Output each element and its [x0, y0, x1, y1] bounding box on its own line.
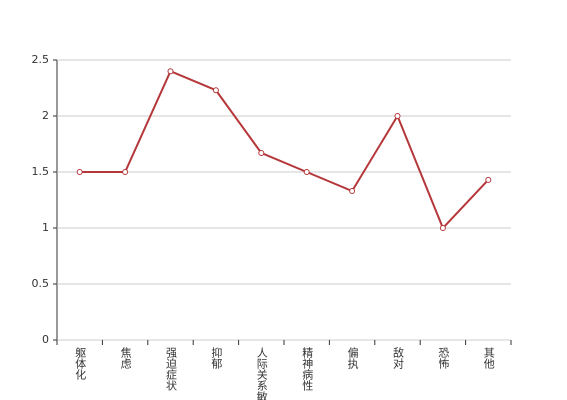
- point: [212, 87, 219, 94]
- y-tick-label: 0.5: [32, 277, 50, 290]
- x-tick-label: 焦虑: [119, 347, 132, 369]
- point: [349, 188, 356, 195]
- x-tick-label: 抑郁: [210, 346, 223, 369]
- x-tick-label: 敌对: [392, 346, 405, 369]
- x-tick-label: 恐怖: [437, 347, 450, 369]
- point: [258, 149, 265, 156]
- point: [394, 113, 401, 119]
- x-tick-label: 其他: [482, 347, 495, 369]
- point: [485, 176, 492, 183]
- point: [167, 68, 174, 75]
- point: [76, 169, 83, 175]
- y-tick-label: 1: [42, 221, 49, 234]
- point: [303, 169, 310, 175]
- x-tick-label: 人际关系敏感: [255, 347, 268, 400]
- x-tick-label: 强迫症状: [165, 347, 178, 391]
- x-tick-label: 偏执: [346, 346, 359, 370]
- y-tick-label: 1.5: [32, 165, 50, 178]
- y-tick-label: 2.5: [32, 53, 50, 66]
- line: [79, 69, 490, 230]
- x-tick-label: 精神病性: [301, 347, 314, 392]
- x-tick-label: 躯体化: [74, 347, 87, 381]
- point: [439, 225, 446, 231]
- y-tick-label: 0: [42, 333, 49, 346]
- y-tick-label: 2: [42, 109, 49, 122]
- point: [122, 169, 129, 175]
